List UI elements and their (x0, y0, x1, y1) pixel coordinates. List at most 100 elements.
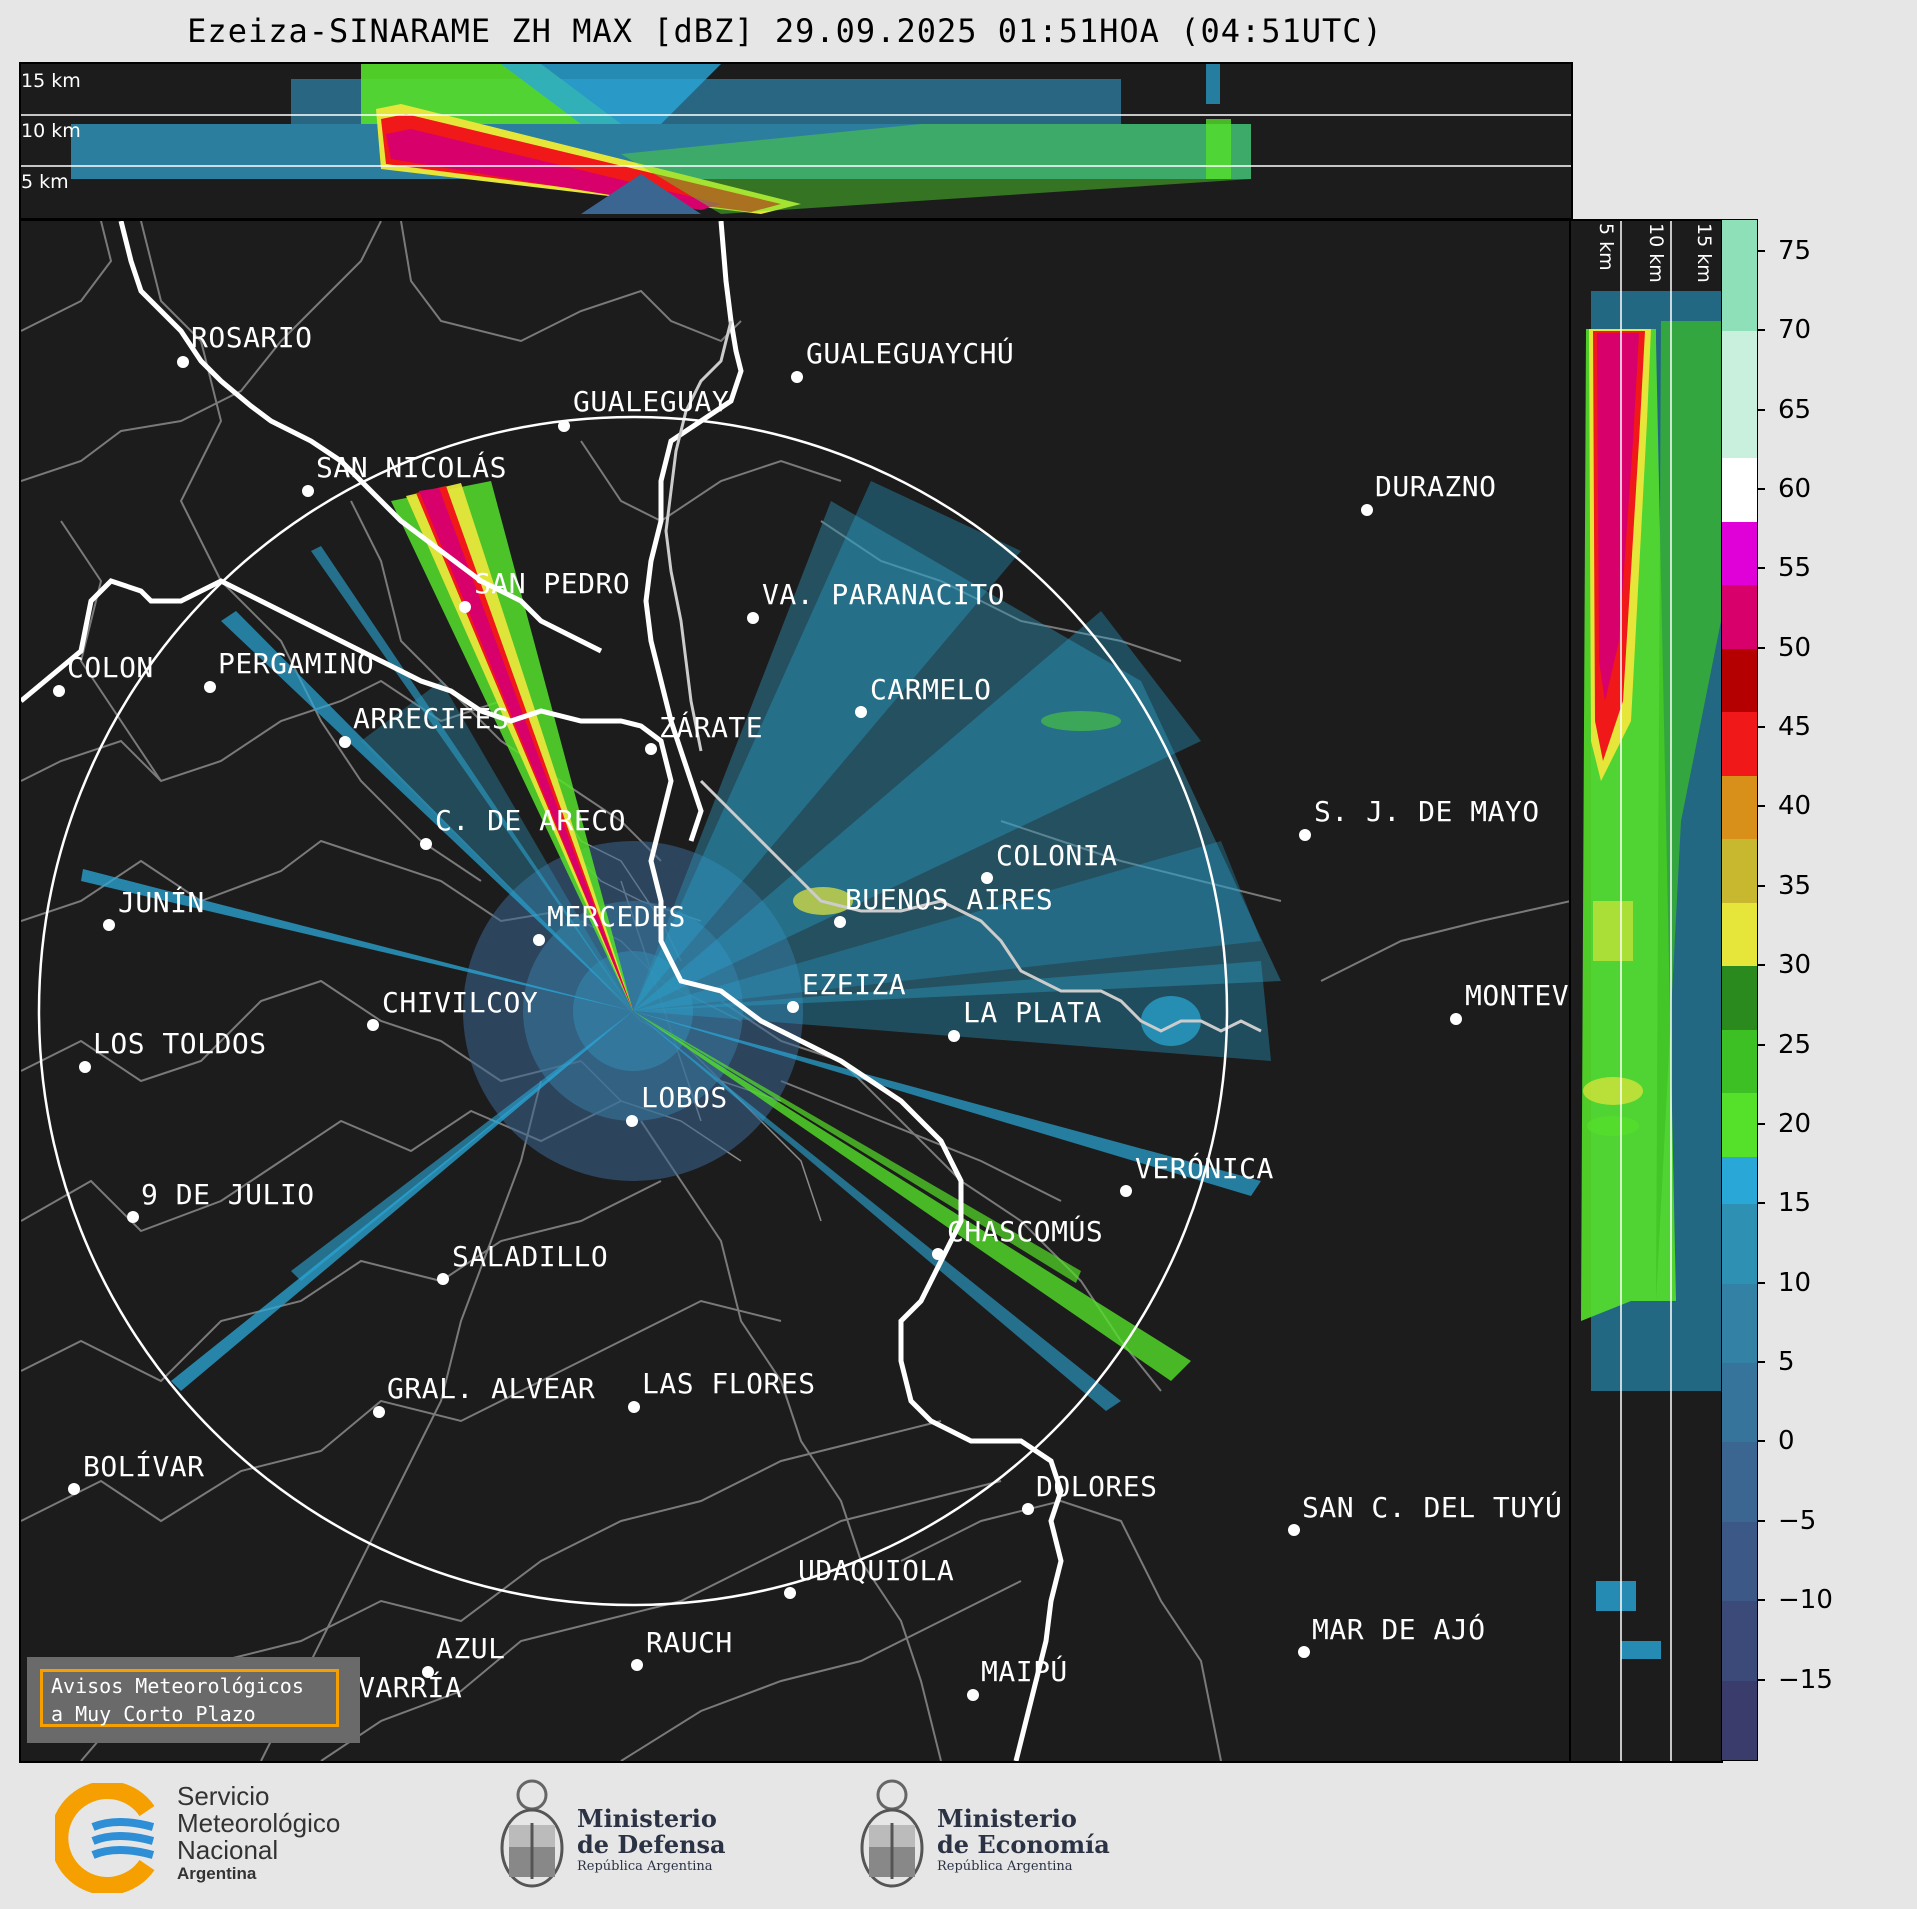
city-dot-maipu (967, 1689, 979, 1701)
city-dot-los-toldos (79, 1061, 91, 1073)
radar-map-svg (21, 221, 1571, 1761)
colorbar-segment (1722, 1442, 1757, 1522)
colorbar-tick (1757, 408, 1765, 411)
colorbar-segment (1722, 458, 1757, 522)
city-dot-durazno (1361, 504, 1373, 516)
city-dot-buenos-aires (834, 916, 846, 928)
colorbar-tick-label: 30 (1778, 950, 1812, 981)
city-label-c-de-areco: C. DE ARECO (435, 804, 626, 837)
city-label-los-toldos: LOS TOLDOS (93, 1027, 267, 1060)
city-label-gualeguay: GUALEGUAY (573, 385, 730, 418)
colorbar-tick (1757, 249, 1765, 252)
colorbar-tick (1757, 726, 1765, 729)
smn-logo: Servicio Meteorológico Nacional Argentin… (50, 1781, 395, 1895)
colorbar-tick-label: 5 (1778, 1347, 1795, 1378)
city-dot-mercedes (533, 934, 545, 946)
city-dot-mar-de-ajo (1298, 1646, 1310, 1658)
city-label-las-flores: LAS FLORES (642, 1367, 816, 1400)
top-5km-label: 5 km (21, 171, 69, 193)
city-dot-las-flores (628, 1401, 640, 1413)
city-dot-bolivar (68, 1483, 80, 1495)
chart-title: Ezeiza-SINARAME ZH MAX [dBZ] 29.09.2025 … (187, 12, 1383, 50)
city-dot-colonia (981, 872, 993, 884)
city-label-san-nicolas: SAN NICOLÁS (316, 451, 507, 484)
coat-of-arms-icon (500, 1779, 564, 1888)
colorbar-segment (1722, 521, 1757, 586)
city-label-colon: COLON (67, 651, 154, 684)
city-label-mar-de-ajo: MAR DE AJÓ (1312, 1613, 1486, 1646)
colorbar-tick-label: 55 (1778, 553, 1812, 584)
city-label-mercedes: MERCEDES (547, 900, 686, 933)
city-label-colonia: COLONIA (996, 839, 1118, 872)
city-label-la-plata: LA PLATA (963, 996, 1102, 1029)
warning-line-1: Avisos Meteorológicos (51, 1674, 304, 1698)
colorbar-tick-label: 20 (1778, 1108, 1812, 1139)
smn-line-2: Meteorológico (177, 1808, 341, 1838)
colorbar-tick-label: 70 (1778, 315, 1812, 346)
right-cross-section: 5 km 10 km 15 km (1569, 219, 1723, 1763)
colorbar-tick-label: 25 (1778, 1029, 1812, 1060)
smn-logo-text: Servicio Meteorológico Nacional Argentin… (177, 1783, 340, 1884)
top-10km-label: 10 km (21, 120, 81, 142)
city-label-chivilcoy: CHIVILCOY (382, 986, 539, 1019)
city-label-rosario: ROSARIO (191, 321, 313, 354)
right-5km-label: 5 km (1595, 223, 1617, 271)
defensa-line-3: República Argentina (577, 1859, 713, 1874)
colorbar-segment (1722, 1156, 1757, 1205)
city-dot-la-plata (948, 1030, 960, 1042)
top-cross-section: 15 km 10 km 5 km (19, 62, 1573, 220)
city-label-san-c-del-tuyu: SAN C. DEL TUYÚ (1302, 1491, 1563, 1524)
colorbar-tick-label: −15 (1778, 1664, 1833, 1695)
city-dot-saladillo (437, 1273, 449, 1285)
radar-echoes (81, 481, 1281, 1411)
colorbar-tick-label: 35 (1778, 870, 1812, 901)
colorbar-tick-label: 15 (1778, 1188, 1812, 1219)
colorbar-tick (1757, 1599, 1765, 1602)
colorbar-segment (1722, 1680, 1757, 1760)
defensa-logo: Ministerio de Defensa República Argentin… (495, 1773, 755, 1898)
city-label-udaquiola: UDAQUIOLA (798, 1554, 955, 1587)
city-dot-chascomus (932, 1248, 944, 1260)
city-label-zarate: ZÁRATE (659, 711, 764, 744)
city-label-montevideo: MONTEVIDEO (1465, 979, 1571, 1012)
colorbar-tick-label: −5 (1778, 1505, 1817, 1536)
city-dot-pergamino (204, 681, 216, 693)
city-dot-sj-de-mayo (1299, 829, 1311, 841)
city-label-san-pedro: SAN PEDRO (474, 567, 631, 600)
range-ring (37, 415, 1229, 1607)
colorbar-tick (1757, 884, 1765, 887)
colorbar-segment (1722, 220, 1757, 332)
city-dot-rosario (177, 356, 189, 368)
city-label-veronica: VERÓNICA (1135, 1152, 1274, 1185)
economia-logo: Ministerio de Economía República Argenti… (855, 1773, 1115, 1898)
colorbar-tick (1757, 646, 1765, 649)
economia-line-3: República Argentina (937, 1859, 1073, 1874)
city-dot-9-de-julio (127, 1211, 139, 1223)
colorbar-segment (1722, 1204, 1757, 1284)
colorbar-segment (1722, 1521, 1757, 1602)
city-dot-arrecifes (339, 736, 351, 748)
uruguay-coast (664, 320, 1262, 1033)
colorbar-tick (1757, 329, 1765, 332)
colorbar-segment (1722, 585, 1757, 649)
colorbar-segment (1722, 1093, 1757, 1157)
city-label-va-paranacito: VA. PARANACITO (762, 578, 1006, 611)
colorbar-tick (1757, 805, 1765, 808)
colorbar-segment (1722, 839, 1757, 903)
radar-map: ROSARIO GUALEGUAYCHÚ GUALEGUAY SAN NICOL… (19, 219, 1573, 1763)
smn-logo-icon (50, 1781, 155, 1895)
colorbar-segment (1722, 648, 1757, 713)
city-dot-udaquiola (784, 1587, 796, 1599)
city-label-buenos-aires: BUENOS AIRES (845, 883, 1054, 916)
city-label-9-de-julio: 9 DE JULIO (141, 1178, 315, 1211)
economia-line-2: de Economía (937, 1830, 1110, 1859)
colorbar-tick (1757, 1361, 1765, 1364)
city-dot-colon (53, 685, 65, 697)
colorbar-tick-label: −10 (1778, 1585, 1833, 1616)
city-label-gral-alvear: GRAL. ALVEAR (387, 1372, 596, 1405)
warning-box[interactable]: Avisos Meteorológicos a Muy Corto Plazo (27, 1657, 360, 1743)
colorbar-tick (1757, 964, 1765, 967)
city-label-saladillo: SALADILLO (452, 1240, 609, 1273)
economia-logo-text: Ministerio de Economía República Argenti… (937, 1806, 1110, 1876)
colorbar-segment (1722, 966, 1757, 1030)
